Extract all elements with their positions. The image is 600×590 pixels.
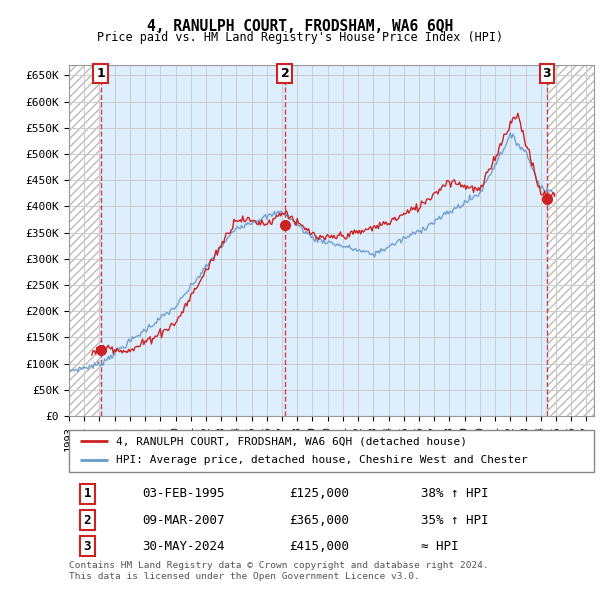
Text: £125,000: £125,000 [290, 487, 349, 500]
Text: 03-FEB-1995: 03-FEB-1995 [143, 487, 225, 500]
FancyBboxPatch shape [69, 430, 594, 472]
Text: This data is licensed under the Open Government Licence v3.0.: This data is licensed under the Open Gov… [69, 572, 420, 581]
Text: 38% ↑ HPI: 38% ↑ HPI [421, 487, 488, 500]
Text: Contains HM Land Registry data © Crown copyright and database right 2024.: Contains HM Land Registry data © Crown c… [69, 560, 489, 569]
Text: 2: 2 [83, 514, 91, 527]
Bar [69, 65, 101, 416]
Text: HPI: Average price, detached house, Cheshire West and Chester: HPI: Average price, detached house, Ches… [116, 455, 528, 465]
Text: 2: 2 [281, 67, 289, 80]
Text: 1: 1 [83, 487, 91, 500]
Text: 09-MAR-2007: 09-MAR-2007 [143, 514, 225, 527]
Text: 4, RANULPH COURT, FRODSHAM, WA6 6QH: 4, RANULPH COURT, FRODSHAM, WA6 6QH [147, 19, 453, 34]
Text: 3: 3 [83, 540, 91, 553]
Bar [547, 65, 594, 416]
Text: £415,000: £415,000 [290, 540, 349, 553]
Text: 30-MAY-2024: 30-MAY-2024 [143, 540, 225, 553]
Text: 35% ↑ HPI: 35% ↑ HPI [421, 514, 488, 527]
Text: Price paid vs. HM Land Registry's House Price Index (HPI): Price paid vs. HM Land Registry's House … [97, 31, 503, 44]
Text: ≈ HPI: ≈ HPI [421, 540, 458, 553]
Text: 3: 3 [542, 67, 551, 80]
Text: 1: 1 [97, 67, 105, 80]
Text: £365,000: £365,000 [290, 514, 349, 527]
Bar [101, 65, 547, 416]
Text: 4, RANULPH COURT, FRODSHAM, WA6 6QH (detached house): 4, RANULPH COURT, FRODSHAM, WA6 6QH (det… [116, 437, 467, 447]
